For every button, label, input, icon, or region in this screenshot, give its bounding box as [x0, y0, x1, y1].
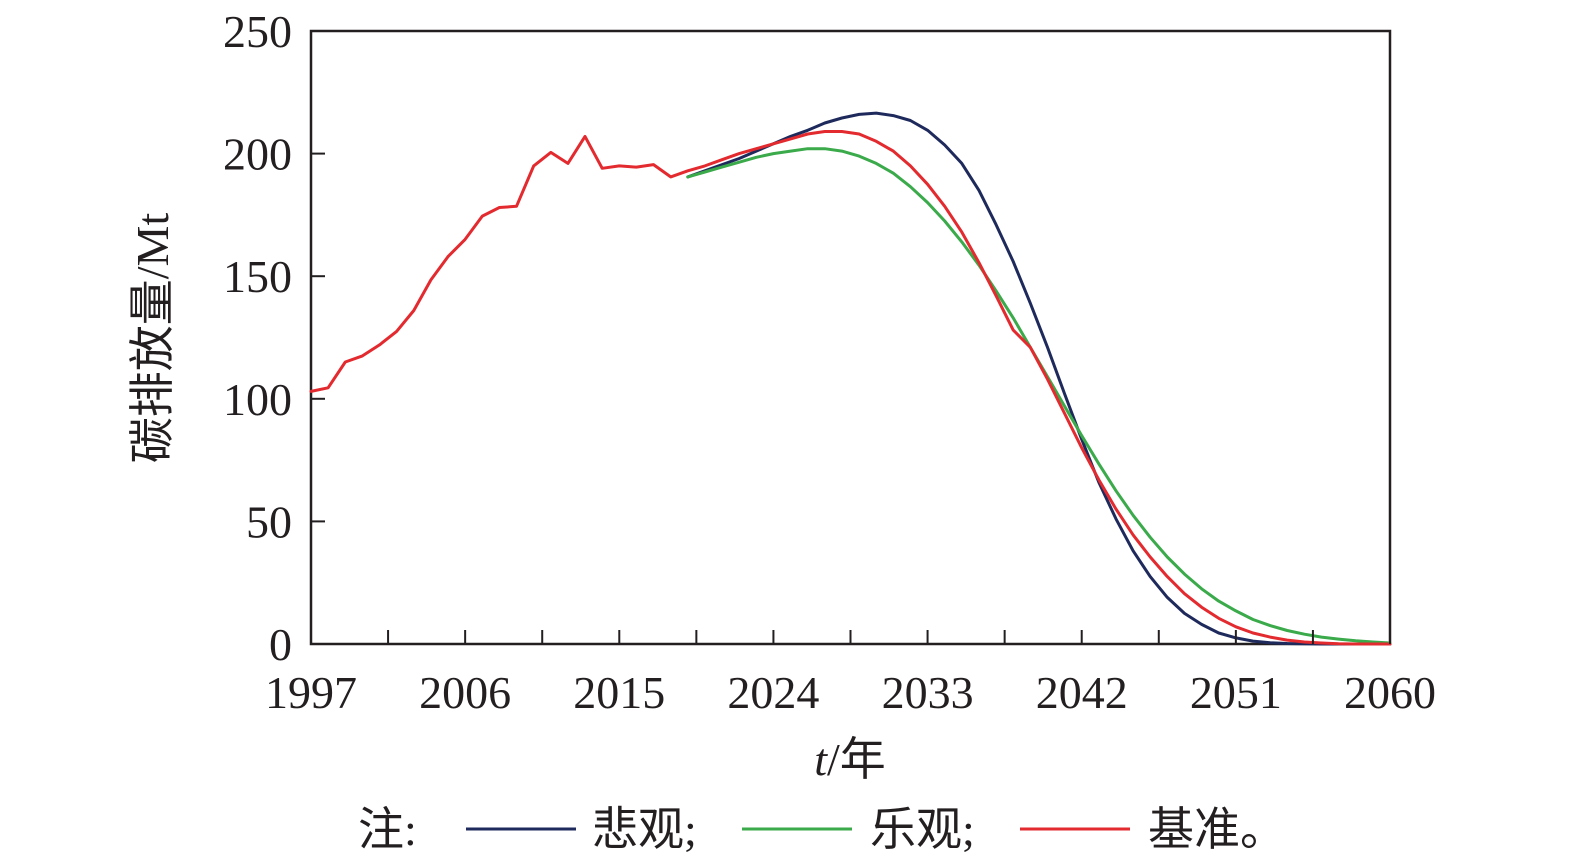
tick-layer: 1997 2006 2015 2024 2033 2042 2051 2060 0 50 100 15…	[223, 6, 1436, 718]
x-tick-label: 2006	[419, 667, 511, 718]
y-axis-title: 碳排放量/Mt	[127, 213, 178, 464]
legend-label-baseline: 基准。	[1148, 804, 1286, 855]
x-tick-label: 1997	[265, 667, 357, 718]
x-axis-title: t/年	[814, 734, 886, 785]
y-tick-label: 150	[223, 251, 292, 302]
legend-label-pessimistic: 悲观;	[592, 804, 697, 855]
x-tick-label: 2033	[882, 667, 974, 718]
y-tick-label: 0	[269, 619, 292, 670]
x-tick-label: 2060	[1344, 667, 1436, 718]
legend: 注: 悲观; 乐观; 基准。	[358, 804, 1286, 855]
y-tick-label: 100	[223, 374, 292, 425]
y-tick-label: 50	[246, 496, 292, 547]
x-tick-label: 2042	[1036, 667, 1128, 718]
x-axis-unit: /年	[827, 734, 886, 785]
legend-prefix: 注:	[358, 804, 417, 855]
series-line-optimistic	[686, 147, 1392, 645]
y-tick-label: 250	[223, 6, 292, 57]
x-tick-label: 2051	[1190, 667, 1282, 718]
y-tick-label: 200	[223, 129, 292, 180]
plot-frame	[309, 29, 1392, 646]
series-line-baseline	[309, 130, 1392, 646]
x-axis-variable: t	[814, 734, 828, 785]
series-line-pessimistic	[686, 111, 1392, 646]
x-tick-label: 2015	[573, 667, 665, 718]
legend-label-optimistic: 乐观;	[870, 804, 975, 855]
x-tick-label: 2024	[727, 667, 819, 718]
series-layer	[309, 111, 1392, 646]
